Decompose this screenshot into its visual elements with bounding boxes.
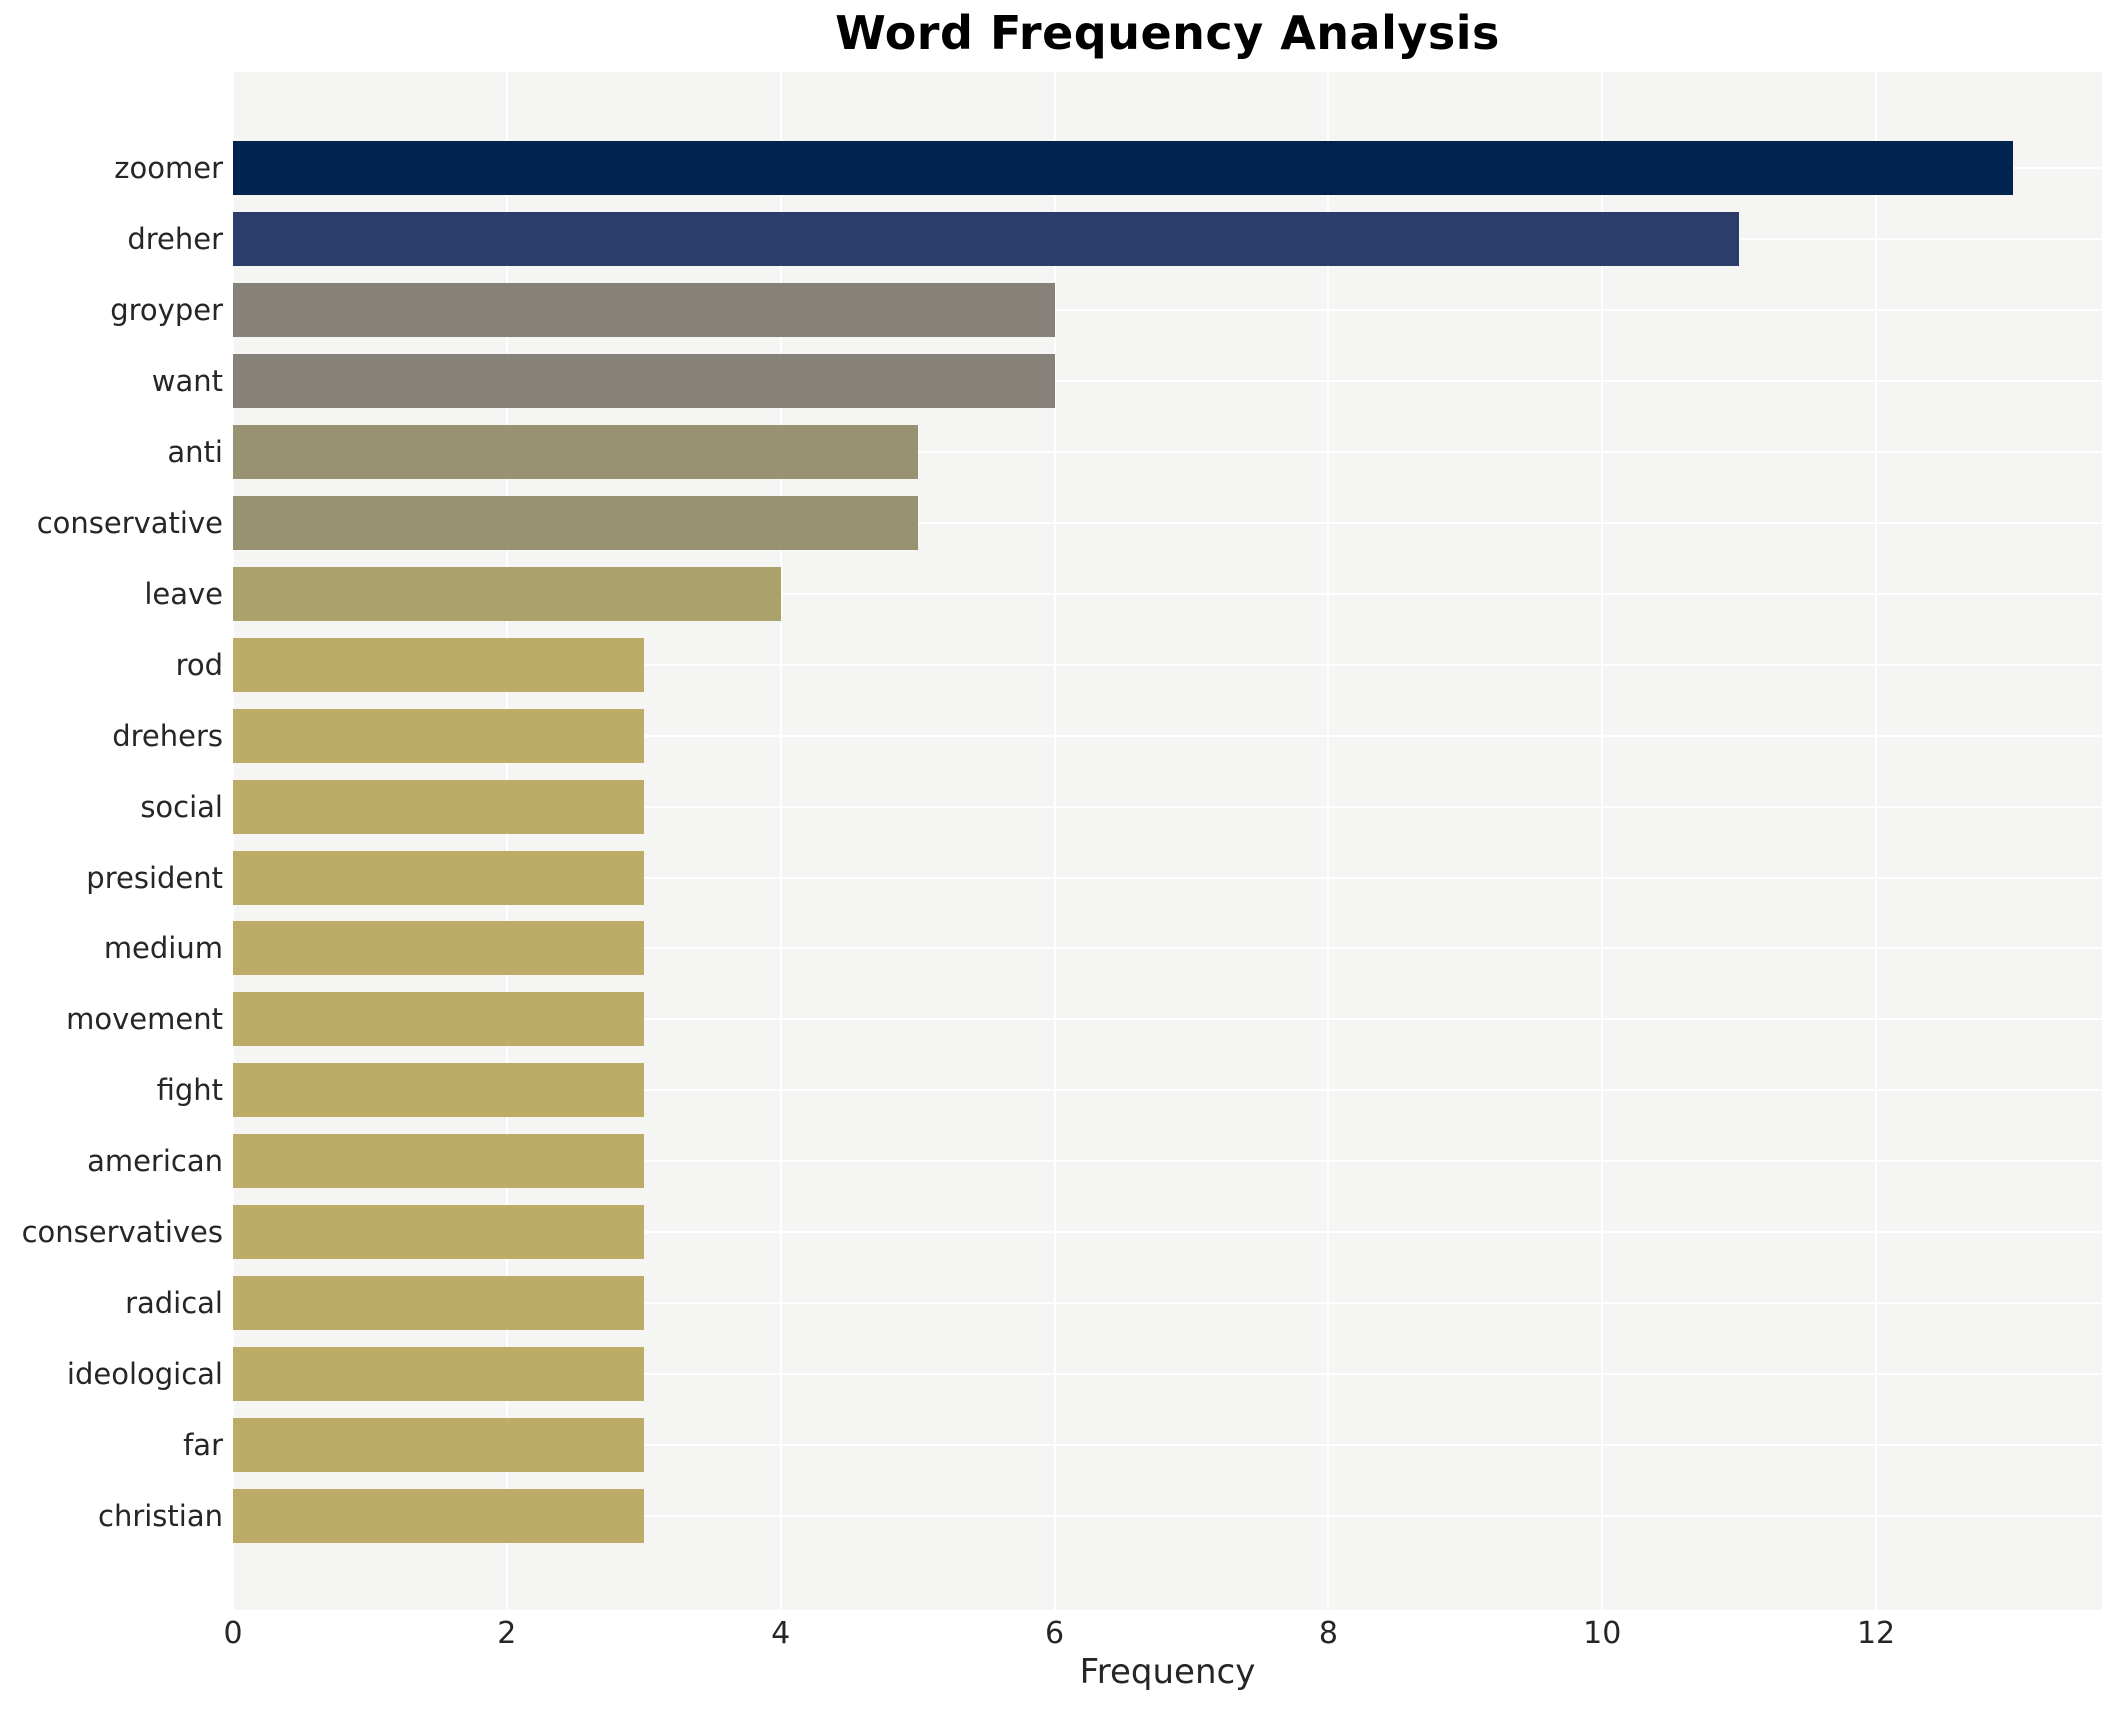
x-tick-label: 4 [771, 1616, 791, 1651]
y-gridline [233, 663, 2102, 666]
x-gridline [1601, 72, 1604, 1610]
y-tick-label: conservatives [21, 1215, 223, 1250]
bar-zoomer [233, 141, 2013, 195]
bar-christian [233, 1489, 644, 1544]
chart-title: Word Frequency Analysis [835, 6, 1500, 60]
bar-leave [233, 566, 781, 621]
y-tick-label: president [86, 860, 223, 895]
y-gridline [233, 1231, 2102, 1234]
y-gridline [233, 1160, 2102, 1163]
x-tick-label: 6 [1044, 1616, 1065, 1651]
bar-movement [233, 992, 644, 1047]
x-tick-label: 12 [1856, 1616, 1896, 1651]
bar-dreher [233, 211, 1740, 266]
y-tick-label: far [183, 1428, 223, 1463]
bar-anti [233, 424, 918, 479]
x-gridline [779, 72, 782, 1610]
bar-groyper [233, 282, 1055, 337]
y-gridline [233, 1302, 2102, 1305]
bar-social [233, 779, 644, 834]
y-gridline [233, 1018, 2102, 1021]
y-tick-label: anti [167, 434, 223, 469]
y-tick-label: zoomer [114, 151, 223, 185]
y-gridline [233, 379, 2102, 382]
y-tick-label: ideological [66, 1357, 223, 1392]
y-gridline [233, 450, 2102, 453]
y-tick-label: leave [144, 576, 223, 611]
x-gridline [232, 72, 234, 1610]
bar-want [233, 353, 1055, 408]
bar-drehers [233, 708, 644, 763]
y-tick-label: rod [175, 647, 223, 682]
y-tick-label: medium [103, 931, 223, 966]
y-gridline [233, 1515, 2102, 1518]
y-tick-label: american [87, 1144, 223, 1179]
y-tick-label: want [151, 363, 223, 398]
x-gridline [505, 72, 508, 1610]
y-gridline [233, 592, 2102, 595]
y-gridline [233, 805, 2102, 808]
x-tick-label: 8 [1318, 1616, 1338, 1651]
bar-far [233, 1418, 644, 1473]
y-tick-label: movement [66, 1002, 223, 1037]
x-gridline [1053, 72, 1056, 1610]
x-gridline [1875, 72, 1878, 1610]
x-axis-label: Frequency [1079, 1652, 1256, 1692]
y-gridline [233, 521, 2102, 524]
y-gridline [233, 876, 2102, 879]
bar-radical [233, 1276, 644, 1331]
y-tick-label: drehers [112, 718, 223, 753]
y-tick-label: groyper [110, 292, 223, 327]
y-tick-label: social [140, 789, 223, 824]
y-tick-label: fight [156, 1073, 223, 1108]
y-gridline [233, 1373, 2102, 1376]
y-tick-label: radical [125, 1286, 223, 1321]
bar-medium [233, 921, 644, 976]
bar-fight [233, 1063, 644, 1118]
y-gridline [233, 308, 2102, 311]
y-tick-label: conservative [36, 505, 223, 540]
bar-ideological [233, 1347, 644, 1402]
y-tick-label: dreher [127, 221, 223, 256]
x-gridline [1327, 72, 1330, 1610]
bar-american [233, 1134, 644, 1189]
plot-area [232, 72, 2102, 1610]
x-tick-label: 2 [497, 1616, 517, 1651]
y-tick-label: christian [98, 1499, 223, 1534]
y-gridline [233, 1089, 2102, 1092]
y-gridline [233, 947, 2102, 950]
bar-rod [233, 637, 644, 692]
x-tick-label: 0 [223, 1616, 243, 1651]
bar-conservatives [233, 1205, 644, 1260]
x-tick-label: 10 [1583, 1616, 1622, 1651]
y-gridline [233, 1444, 2102, 1447]
bar-president [233, 850, 644, 905]
y-gridline [233, 734, 2102, 737]
bar-conservative [233, 495, 918, 550]
